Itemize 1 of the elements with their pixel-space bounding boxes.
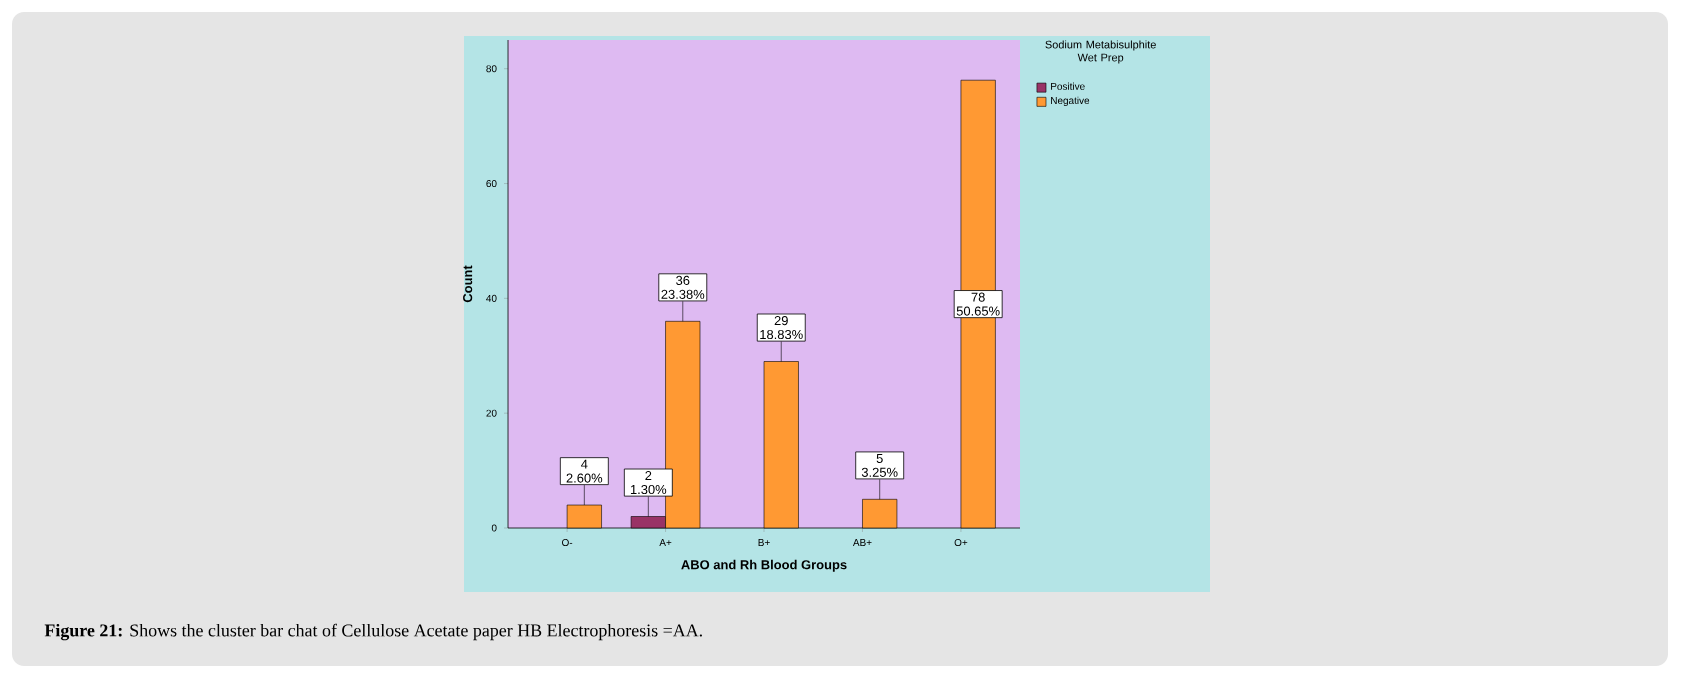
text: Figure 21: Shows the cluster bar chat of Cellulose Acetate paper HB Electrophoresis =AA. — [44, 623, 702, 641]
